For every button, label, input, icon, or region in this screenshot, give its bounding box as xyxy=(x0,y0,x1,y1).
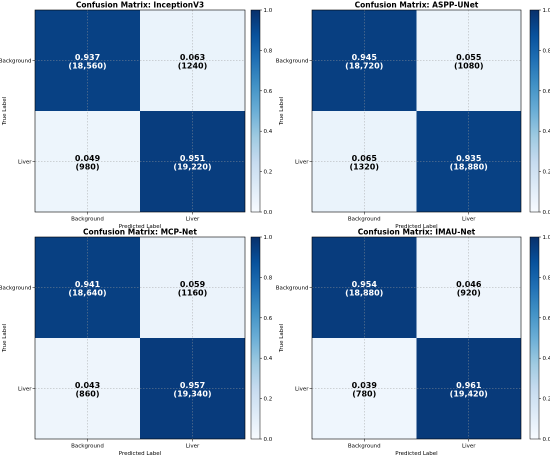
colorbar-tick-label: 0.2 xyxy=(543,397,550,403)
cell-value-label: 0.941 xyxy=(75,280,101,289)
colorbar-tick-label: 0.8 xyxy=(264,48,273,54)
x-tick-label: Background xyxy=(71,217,104,223)
y-axis-label: True Label xyxy=(279,96,285,126)
cell-count-label: (920) xyxy=(457,289,481,298)
colorbar-tick-label: 0.8 xyxy=(264,275,273,281)
cell-count-label: (18,880) xyxy=(345,289,383,298)
x-axis-label: Predicted Label xyxy=(395,451,438,457)
axes-frame xyxy=(34,236,246,440)
colorbar-tick-label: 0.6 xyxy=(543,316,550,322)
y-axis-label: True Label xyxy=(279,323,285,353)
cell-value-label: 0.954 xyxy=(352,280,378,289)
colorbar xyxy=(250,236,261,440)
cell-count-label: (1160) xyxy=(178,289,208,298)
confusion-matrix-panel-3: Confusion Matrix: MCP-Net 0.941(18,640) 0.… xyxy=(0,228,273,457)
colorbar-tick-label: 0.2 xyxy=(543,170,550,176)
y-tick-label: Liver xyxy=(18,387,32,393)
axes-frame xyxy=(311,9,522,213)
x-tick-label: Liver xyxy=(462,217,476,223)
cell-count-label: (18,560) xyxy=(68,62,106,71)
x-tick-label: Background xyxy=(348,444,381,450)
panel-title: Confusion Matrix: IMAU-Net xyxy=(358,228,476,237)
panel-title: Confusion Matrix: ASPP-UNet xyxy=(355,1,479,10)
x-tick-label: Liver xyxy=(186,444,200,450)
cell-value-label: 0.055 xyxy=(456,53,482,62)
x-tick-label: Liver xyxy=(186,217,200,223)
cell-count-label: (1240) xyxy=(178,62,208,71)
y-tick-label: Background xyxy=(0,286,32,292)
colorbar-tick-label: 1.0 xyxy=(543,235,550,241)
y-axis-label: True Label xyxy=(2,96,8,126)
colorbar-tick-label: 0.4 xyxy=(543,356,550,362)
cell-value-label: 0.937 xyxy=(75,53,100,62)
colorbar-tick-label: 0.6 xyxy=(264,89,273,95)
y-axis-label: True Label xyxy=(2,323,8,353)
colorbar-tick-label: 0.8 xyxy=(543,275,550,281)
colorbar-tick-label: 0.4 xyxy=(543,129,550,135)
colorbar-tick-label: 0.4 xyxy=(264,129,273,135)
colorbar xyxy=(529,9,540,213)
confusion-matrix-panel-1: Confusion Matrix: InceptionV3 0.937(18,56… xyxy=(0,1,273,231)
y-tick-label: Background xyxy=(0,59,32,65)
colorbar-tick-label: 0.0 xyxy=(264,437,273,443)
confusion-matrix-panel-4: Confusion Matrix: IMAU-Net 0.954(18,880) 0… xyxy=(276,228,550,457)
cell-value-label: 0.063 xyxy=(180,53,205,62)
x-tick-label: Liver xyxy=(462,444,476,450)
y-tick-label: Liver xyxy=(295,160,309,166)
colorbar-tick-label: 0.0 xyxy=(264,210,273,216)
cell-value-label: 0.046 xyxy=(456,280,482,289)
confusion-matrix-panel-2: Confusion Matrix: ASPP-UNet 0.945(18,720)… xyxy=(276,1,550,231)
colorbar-tick-label: 0.2 xyxy=(264,170,273,176)
y-tick-label: Background xyxy=(276,286,309,292)
colorbar-tick-label: 0.0 xyxy=(543,210,550,216)
y-tick-label: Liver xyxy=(295,387,309,393)
colorbar-tick-label: 1.0 xyxy=(543,8,550,14)
colorbar-tick-label: 1.0 xyxy=(264,235,273,241)
x-tick-label: Background xyxy=(348,217,381,223)
x-axis-label: Predicted Label xyxy=(119,451,162,457)
cell-value-label: 0.059 xyxy=(180,280,206,289)
colorbar xyxy=(529,236,540,440)
cell-count-label: (18,640) xyxy=(68,289,106,298)
axes-frame xyxy=(34,9,246,213)
panel-title: Confusion Matrix: InceptionV3 xyxy=(76,1,204,10)
panel-title: Confusion Matrix: MCP-Net xyxy=(83,228,197,237)
axes-frame xyxy=(311,236,522,440)
x-axis-label: Predicted Label xyxy=(119,224,162,230)
y-tick-label: Background xyxy=(276,59,309,65)
colorbar-tick-label: 0.8 xyxy=(543,48,550,54)
colorbar-tick-label: 1.0 xyxy=(264,8,273,14)
colorbar-tick-label: 0.4 xyxy=(264,356,273,362)
cell-count-label: (18,720) xyxy=(345,62,383,71)
colorbar-tick-label: 0.2 xyxy=(264,397,273,403)
cell-count-label: (1080) xyxy=(454,62,484,71)
colorbar-tick-label: 0.6 xyxy=(264,316,273,322)
colorbar xyxy=(250,9,261,213)
x-tick-label: Background xyxy=(71,444,104,450)
colorbar-tick-label: 0.6 xyxy=(543,89,550,95)
y-tick-label: Liver xyxy=(18,160,32,166)
x-axis-label: Predicted Label xyxy=(395,224,438,230)
cell-value-label: 0.945 xyxy=(352,53,378,62)
colorbar-tick-label: 0.0 xyxy=(543,437,550,443)
